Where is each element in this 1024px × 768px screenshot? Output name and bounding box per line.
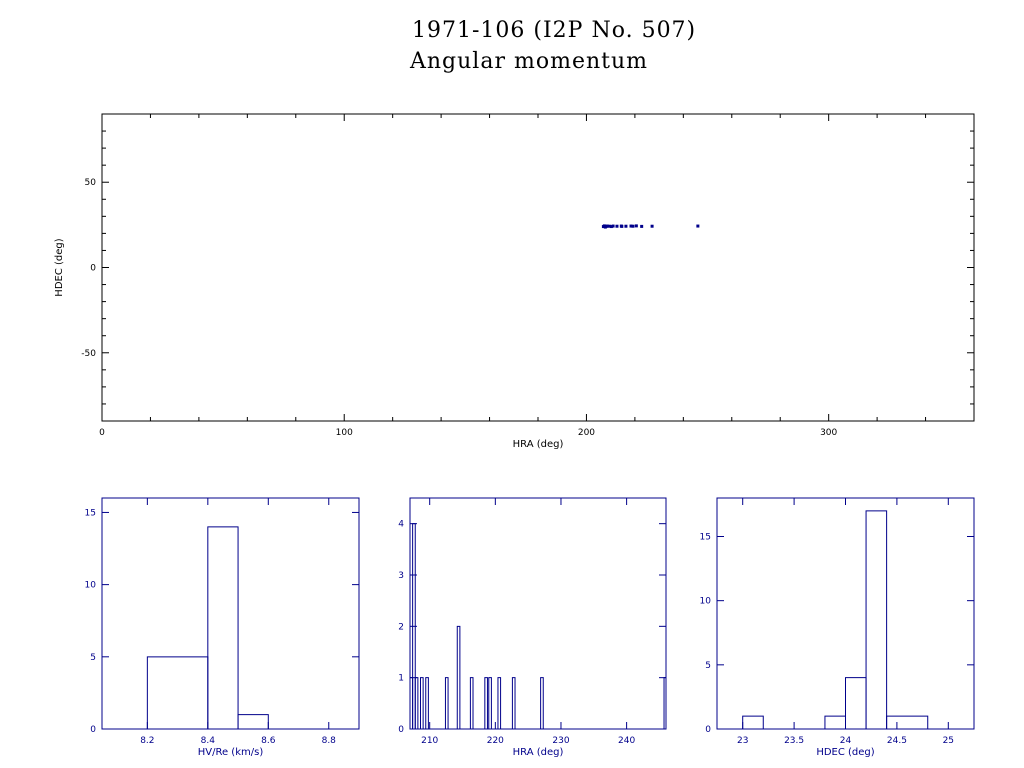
y-tick-label: 15 [85,508,96,518]
y-tick-label: 10 [85,581,97,591]
histogram-bar [444,677,449,729]
x-tick-label: 8.6 [261,736,276,746]
x-axis-label: HV/Re (km/s) [198,747,264,758]
data-point [696,224,700,228]
hra-histogram: 210 220 230 240 0 1 2 3 4 HRA (deg) [398,497,667,758]
x-axis-label: HRA (deg) [513,439,564,450]
histogram-bar [207,526,239,729]
y-tick-label: 10 [700,597,712,607]
y-tick-label: 0 [90,264,96,274]
x-tick-label: 8.8 [322,736,337,746]
y-tick-label: 0 [90,725,96,735]
x-tick-label: 230 [552,736,569,746]
histogram-bar [469,677,474,729]
x-tick-label: 8.2 [140,736,154,746]
sky-scatter-plot: 0 100 200 300 -50 0 50 HRA (deg) HDEC (deg) [54,113,975,450]
data-point [624,224,628,228]
data-point [611,224,615,228]
data-point [605,224,609,228]
plot-frame [101,497,360,730]
data-point [629,224,633,228]
histogram-bar [488,677,492,729]
hdec-histogram: 23 23.5 24 24.5 25 0 5 10 15 HDEC (deg) [700,497,975,758]
x-axis-label: HDEC (deg) [816,747,874,758]
plot-frame [409,497,667,730]
y-tick-label: 15 [700,533,711,543]
x-tick-label: 23 [737,736,748,746]
histogram-bar [497,677,502,729]
histogram-bar [484,677,488,729]
data-point [607,224,611,228]
x-tick-label: 240 [618,736,635,746]
x-tick-label: 25 [943,736,954,746]
y-tick-label: 50 [85,178,97,188]
data-point [609,225,613,229]
histogram-bar [742,715,764,729]
x-tick-label: 8.4 [201,736,216,746]
x-tick-label: 100 [336,428,353,438]
x-tick-label: 220 [487,736,504,746]
velocity-histogram: 8.2 8.4 8.6 8.8 0 5 10 15 HV/Re (km/s) [85,497,360,758]
plot-frame [101,113,975,422]
histogram-bar [146,656,209,729]
x-tick-label: 24.5 [887,736,907,746]
y-tick-label: 4 [398,520,404,530]
data-point [650,224,654,228]
data-point [634,224,638,228]
histogram-bar [412,523,416,729]
chart-title: 1971-106 (I2P No. 507) [412,18,696,43]
y-tick-label: 2 [398,622,404,632]
y-axis-label: HDEC (deg) [54,238,65,296]
x-tick-label: 24 [840,736,852,746]
histogram-bar [511,677,516,729]
histogram-bar [663,677,667,729]
y-tick-label: 5 [705,661,711,671]
histogram-bar [425,677,429,729]
x-tick-label: 300 [820,428,837,438]
x-tick-label: 200 [578,428,595,438]
y-tick-label: 0 [398,725,404,735]
x-tick-label: 0 [99,428,105,438]
y-tick-label: 5 [90,653,96,663]
data-point [640,224,644,228]
histogram-bar [237,714,269,729]
y-tick-label: -50 [81,349,96,359]
histogram-bar [420,677,424,729]
y-tick-label: 0 [705,725,711,735]
histogram-bar [824,715,846,729]
histogram-bar [456,625,461,729]
y-tick-label: 1 [398,674,404,684]
data-point [631,224,635,228]
histogram-bar [540,677,544,729]
y-tick-label: 3 [398,571,404,581]
histogram-bar [865,510,888,729]
data-point [615,224,619,228]
x-axis-label: HRA (deg) [513,747,564,758]
histogram-bar [845,677,867,729]
data-point [620,224,624,228]
histogram-bar [414,677,419,729]
histogram-bar [886,715,929,729]
x-tick-label: 23.5 [784,736,804,746]
x-tick-label: 210 [421,736,438,746]
chart-subtitle: Angular momentum [409,49,648,74]
